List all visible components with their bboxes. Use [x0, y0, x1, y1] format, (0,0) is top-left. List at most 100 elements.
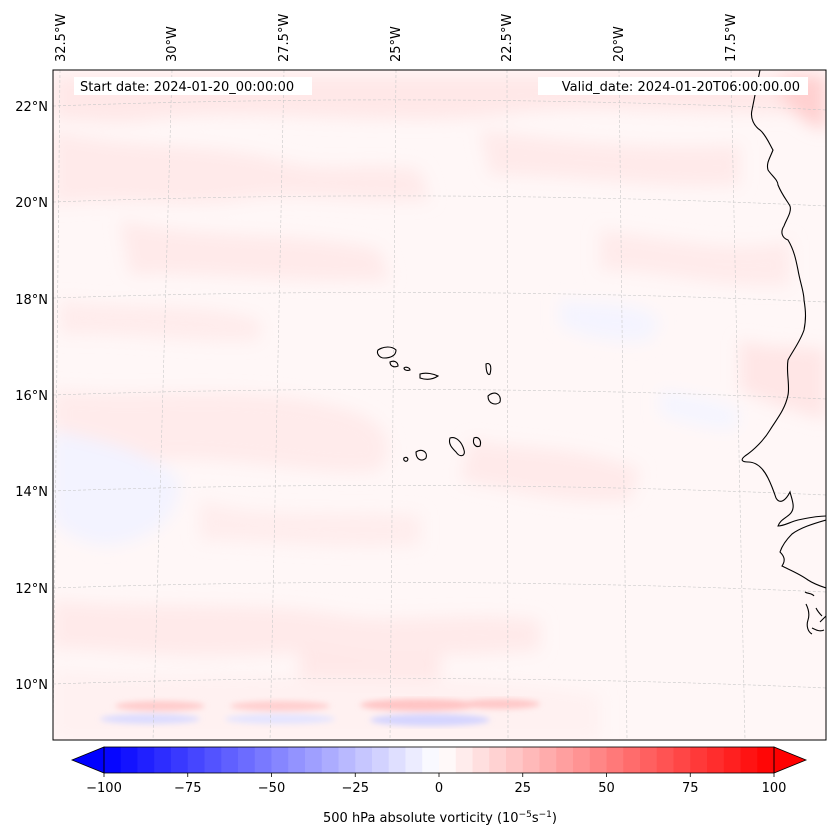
- latitude-labels: 22°N 20°N 18°N 16°N 14°N 12°N 10°N: [15, 100, 48, 693]
- colorbar-extend-low: [70, 746, 105, 774]
- meridian-20w: [618, 70, 628, 740]
- colorbar-bin: [254, 747, 273, 773]
- lat-label-12n: 12°N: [15, 582, 48, 597]
- lon-label-27-5w: 27.5°W: [277, 14, 292, 62]
- colorbar-bin: [204, 747, 222, 773]
- lat-label-14n: 14°N: [15, 485, 48, 500]
- colorbar-bin: [623, 747, 641, 773]
- colorbar-bins: [104, 747, 775, 773]
- colorbar-bin: [506, 747, 524, 773]
- meridian-32-5w: [53, 70, 61, 740]
- meridian-22-5w: [506, 70, 509, 740]
- island-sao-nicolau: [419, 372, 440, 380]
- colorbar-tick-label: 75: [682, 781, 699, 796]
- colorbar-bin: [338, 747, 356, 773]
- colorbar-tick-label: −50: [258, 781, 285, 796]
- island-maio: [472, 436, 482, 448]
- parallel-22n: [53, 99, 826, 111]
- colorbar-bin: [288, 747, 306, 773]
- colorbar-bin: [154, 747, 172, 773]
- island-santo-antao: [376, 346, 397, 359]
- map-frame: [52, 69, 827, 741]
- vorticity-bands-south: [100, 699, 540, 726]
- colorbar-bin: [271, 747, 289, 773]
- island-fogo: [415, 449, 427, 461]
- colorbar-bin: [120, 747, 139, 773]
- meridian-30w: [152, 70, 173, 740]
- colorbar-bin: [405, 747, 423, 773]
- colorbar-tick-label: 50: [598, 781, 615, 796]
- island-boa-vista: [487, 392, 501, 405]
- colorbar-bin: [723, 747, 742, 773]
- colorbar-bin: [321, 747, 340, 773]
- colorbar-bin: [539, 747, 557, 773]
- colorbar-bin: [573, 747, 591, 773]
- colorbar-tick-label: −25: [342, 781, 369, 796]
- parallel-12n: [53, 582, 826, 593]
- valid-date-label: Valid_date: 2024-01-20T06:00:00.00: [562, 80, 800, 95]
- parallel-16n: [53, 389, 826, 400]
- colorbar-bin: [640, 747, 658, 773]
- colorbar-tick-label: −100: [86, 781, 122, 796]
- coastlines: [376, 70, 826, 635]
- lat-label-18n: 18°N: [15, 293, 48, 308]
- colorbar-bin: [439, 747, 457, 773]
- colorbar-bin: [472, 747, 490, 773]
- lon-label-32-5w: 32.5°W: [54, 14, 69, 62]
- valid-date-box: [538, 77, 808, 95]
- island-sao-vicente: [389, 360, 399, 368]
- parallel-14n: [53, 485, 826, 496]
- lat-label-16n: 16°N: [15, 389, 48, 404]
- colorbar-tick-label: −75: [174, 781, 201, 796]
- colorbar-bin: [104, 747, 122, 773]
- lon-label-17-5w: 17.5°W: [724, 14, 739, 62]
- colorbar-bin: [673, 747, 691, 773]
- parallel-10n: [53, 678, 826, 689]
- lon-label-30w: 30°W: [165, 26, 180, 62]
- colorbar-label: 500 hPa absolute vorticity (10−5s−1): [323, 810, 557, 826]
- meridian-25w: [389, 70, 397, 740]
- colorbar-ticks: −100 −75 −50 −25 0 25 50 75 100: [86, 773, 786, 796]
- meridian-27-5w: [269, 70, 285, 740]
- island-santiago: [448, 437, 465, 457]
- map-area: Start date: 2024-01-20_00:00:00 Valid_da…: [53, 70, 826, 740]
- colorbar-bin: [372, 747, 390, 773]
- lon-label-20w: 20°W: [612, 26, 627, 62]
- longitude-labels: 32.5°W 30°W 27.5°W 25°W 22.5°W 20°W 17.5…: [54, 14, 739, 62]
- start-date-label: Start date: 2024-01-20_00:00:00: [80, 80, 294, 95]
- colorbar-bin: [707, 747, 725, 773]
- start-date-box: [74, 77, 312, 95]
- colorbar-bin: [388, 747, 407, 773]
- africa-coastline: [741, 70, 826, 635]
- colorbar-tick-label: 100: [762, 781, 787, 796]
- colorbar-bin: [522, 747, 541, 773]
- parallel-20n: [53, 195, 826, 207]
- colorbar-bin: [221, 747, 239, 773]
- colorbar-bin: [305, 747, 323, 773]
- colorbar-bin: [757, 747, 775, 773]
- colorbar-tick-label: 0: [435, 781, 443, 796]
- colorbar-bin: [455, 747, 474, 773]
- parallel-18n: [53, 292, 826, 303]
- colorbar-bin: [740, 747, 758, 773]
- colorbar-bin: [489, 747, 507, 773]
- colorbar-bin: [187, 747, 206, 773]
- colorbar-bin: [556, 747, 574, 773]
- colorbar-bin: [171, 747, 189, 773]
- colorbar: −100 −75 −50 −25 0 25 50 75 100 500 hPa absolute…: [70, 746, 808, 826]
- colorbar-bin: [589, 747, 608, 773]
- meridian-17-5w: [730, 70, 746, 740]
- colorbar-bin: [137, 747, 155, 773]
- vorticity-field-patches: [53, 75, 826, 740]
- lat-label-20n: 20°N: [15, 196, 48, 211]
- island-sal: [485, 362, 492, 376]
- island-santa-luzia: [403, 366, 411, 371]
- lon-label-25w: 25°W: [389, 26, 404, 62]
- colorbar-bin: [690, 747, 708, 773]
- colorbar-bin: [422, 747, 440, 773]
- colorbar-tick-label: 25: [514, 781, 531, 796]
- colorbar-bin: [355, 747, 373, 773]
- lat-label-22n: 22°N: [15, 100, 48, 115]
- graticule: [53, 70, 826, 740]
